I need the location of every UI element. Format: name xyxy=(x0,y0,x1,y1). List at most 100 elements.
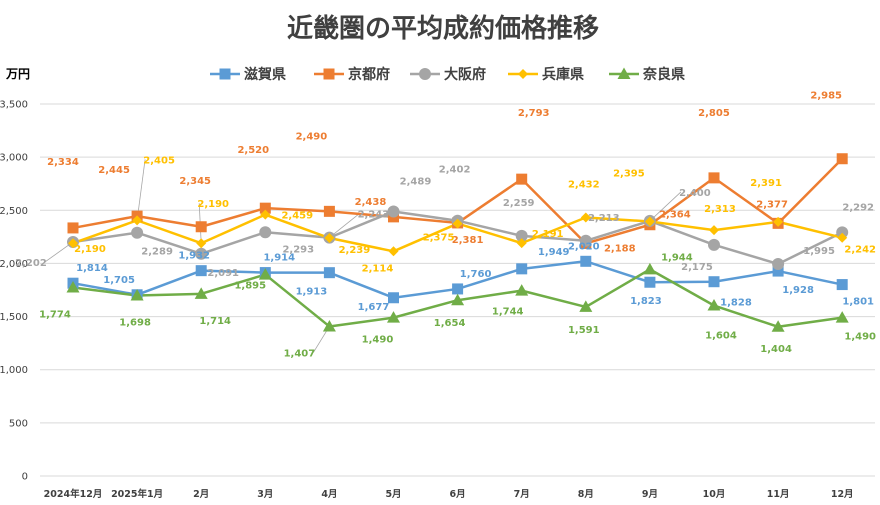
data-label: 1,949 xyxy=(538,247,570,258)
data-label: 2,202 xyxy=(15,258,47,269)
x-tick-label: 2月 xyxy=(193,489,209,500)
y-tick-label: 1,500 xyxy=(0,312,28,323)
y-tick-label: 1,000 xyxy=(0,365,28,376)
data-label: 2,289 xyxy=(141,247,173,258)
label-leader-line xyxy=(329,213,360,238)
data-point-marker xyxy=(644,276,656,288)
data-label: 1,404 xyxy=(760,344,792,355)
x-tick-label: 2025年1月 xyxy=(111,488,163,500)
data-point-marker xyxy=(708,276,720,288)
data-label: 1,895 xyxy=(234,281,266,292)
data-point-marker xyxy=(195,265,207,277)
data-point-marker xyxy=(516,263,528,275)
data-point-marker xyxy=(516,173,528,185)
data-label: 1,913 xyxy=(296,287,328,298)
data-point-marker xyxy=(388,246,399,257)
data-point-marker xyxy=(515,229,528,242)
legend-swatch-marker xyxy=(518,69,528,79)
data-point-marker xyxy=(516,238,527,249)
data-label: 2,445 xyxy=(98,165,130,176)
data-label: 2,175 xyxy=(681,262,713,273)
legend-swatch-marker xyxy=(419,68,431,80)
data-point-marker xyxy=(324,233,335,244)
x-tick-label: 7月 xyxy=(514,489,530,500)
data-label: 1,744 xyxy=(492,307,524,318)
data-label: 1,654 xyxy=(434,318,466,329)
data-label: 1,914 xyxy=(263,253,295,264)
x-tick-label: 4月 xyxy=(321,489,337,500)
data-point-marker xyxy=(66,280,80,293)
data-point-marker xyxy=(388,292,399,304)
data-point-marker xyxy=(194,287,208,299)
x-tick-label: 6月 xyxy=(450,489,466,500)
label-leader-line xyxy=(136,159,146,221)
data-point-marker xyxy=(836,226,849,239)
data-point-marker xyxy=(771,320,785,332)
label-leader-line xyxy=(649,191,682,222)
data-point-marker xyxy=(258,268,272,280)
x-tick-label: 12月 xyxy=(831,489,854,500)
data-label: 2,293 xyxy=(282,244,314,255)
x-tick-label: 5月 xyxy=(385,489,401,500)
data-point-marker xyxy=(836,153,848,165)
y-axis-unit: 万円 xyxy=(5,67,30,81)
data-point-marker xyxy=(772,265,784,277)
data-point-marker xyxy=(707,299,721,311)
data-point-marker xyxy=(709,225,719,236)
data-label: 1,932 xyxy=(178,251,210,262)
x-tick-label: 10月 xyxy=(703,489,726,500)
data-point-marker xyxy=(387,311,400,323)
data-label: 1,714 xyxy=(199,316,231,327)
data-point-marker xyxy=(67,222,79,234)
data-label: 2,191 xyxy=(532,229,564,240)
data-label: 1,705 xyxy=(103,275,135,286)
data-label: 2,190 xyxy=(74,244,106,255)
data-label: 2,313 xyxy=(704,204,736,215)
data-label: 1,823 xyxy=(630,296,662,307)
legend-label: 奈良県 xyxy=(642,66,685,83)
y-tick-label: 0 xyxy=(22,472,28,483)
data-label: 1,995 xyxy=(803,246,835,257)
data-point-marker xyxy=(259,226,272,239)
data-point-marker xyxy=(580,255,592,267)
data-label: 1,760 xyxy=(460,269,492,280)
data-point-marker xyxy=(515,284,529,296)
data-label: 1,698 xyxy=(119,318,151,329)
data-label: 2,334 xyxy=(47,157,79,168)
data-label: 2,793 xyxy=(518,108,550,119)
series-markers xyxy=(66,153,849,332)
chart-title: 近畿圏の平均成約価格推移 xyxy=(287,13,599,44)
data-label: 2,239 xyxy=(339,245,371,256)
data-label: 2,381 xyxy=(452,235,484,246)
data-point-marker xyxy=(837,232,848,243)
legend: 滋賀県 京都府 大阪府 兵庫県 奈良県 xyxy=(210,66,685,83)
data-label: 1,928 xyxy=(782,285,814,296)
x-axis-ticks: 2024年12月 2025年1月 2月 3月 4月 5月 6月 7月 8月 9月 10月 11月 12月 xyxy=(44,488,854,500)
data-label: 2,213 xyxy=(588,213,620,224)
x-tick-label: 9月 xyxy=(642,489,658,500)
data-label: 2,520 xyxy=(237,145,269,156)
data-label: 2,114 xyxy=(362,263,394,274)
data-label: 2,243 xyxy=(358,210,390,221)
data-label: 2,190 xyxy=(197,199,229,210)
data-label: 2,020 xyxy=(568,241,600,252)
data-point-marker xyxy=(579,234,592,247)
data-label: 1,801 xyxy=(842,297,874,308)
data-label: 2,400 xyxy=(679,188,711,199)
y-tick-label: 3,000 xyxy=(0,153,28,164)
data-label: 2,188 xyxy=(604,243,636,254)
data-point-marker xyxy=(452,283,464,295)
legend-swatch-marker xyxy=(323,68,335,80)
data-point-marker xyxy=(708,238,720,251)
legend-label: 大阪府 xyxy=(444,66,486,83)
y-tick-label: 2,000 xyxy=(0,259,28,270)
data-label: 2,805 xyxy=(698,108,730,119)
data-label: 1,677 xyxy=(358,302,390,313)
data-point-marker xyxy=(132,215,143,226)
data-point-marker xyxy=(130,289,144,301)
data-point-marker xyxy=(452,218,463,229)
data-point-marker xyxy=(196,238,207,249)
data-point-marker xyxy=(708,172,720,184)
data-label: 2,402 xyxy=(439,165,471,176)
